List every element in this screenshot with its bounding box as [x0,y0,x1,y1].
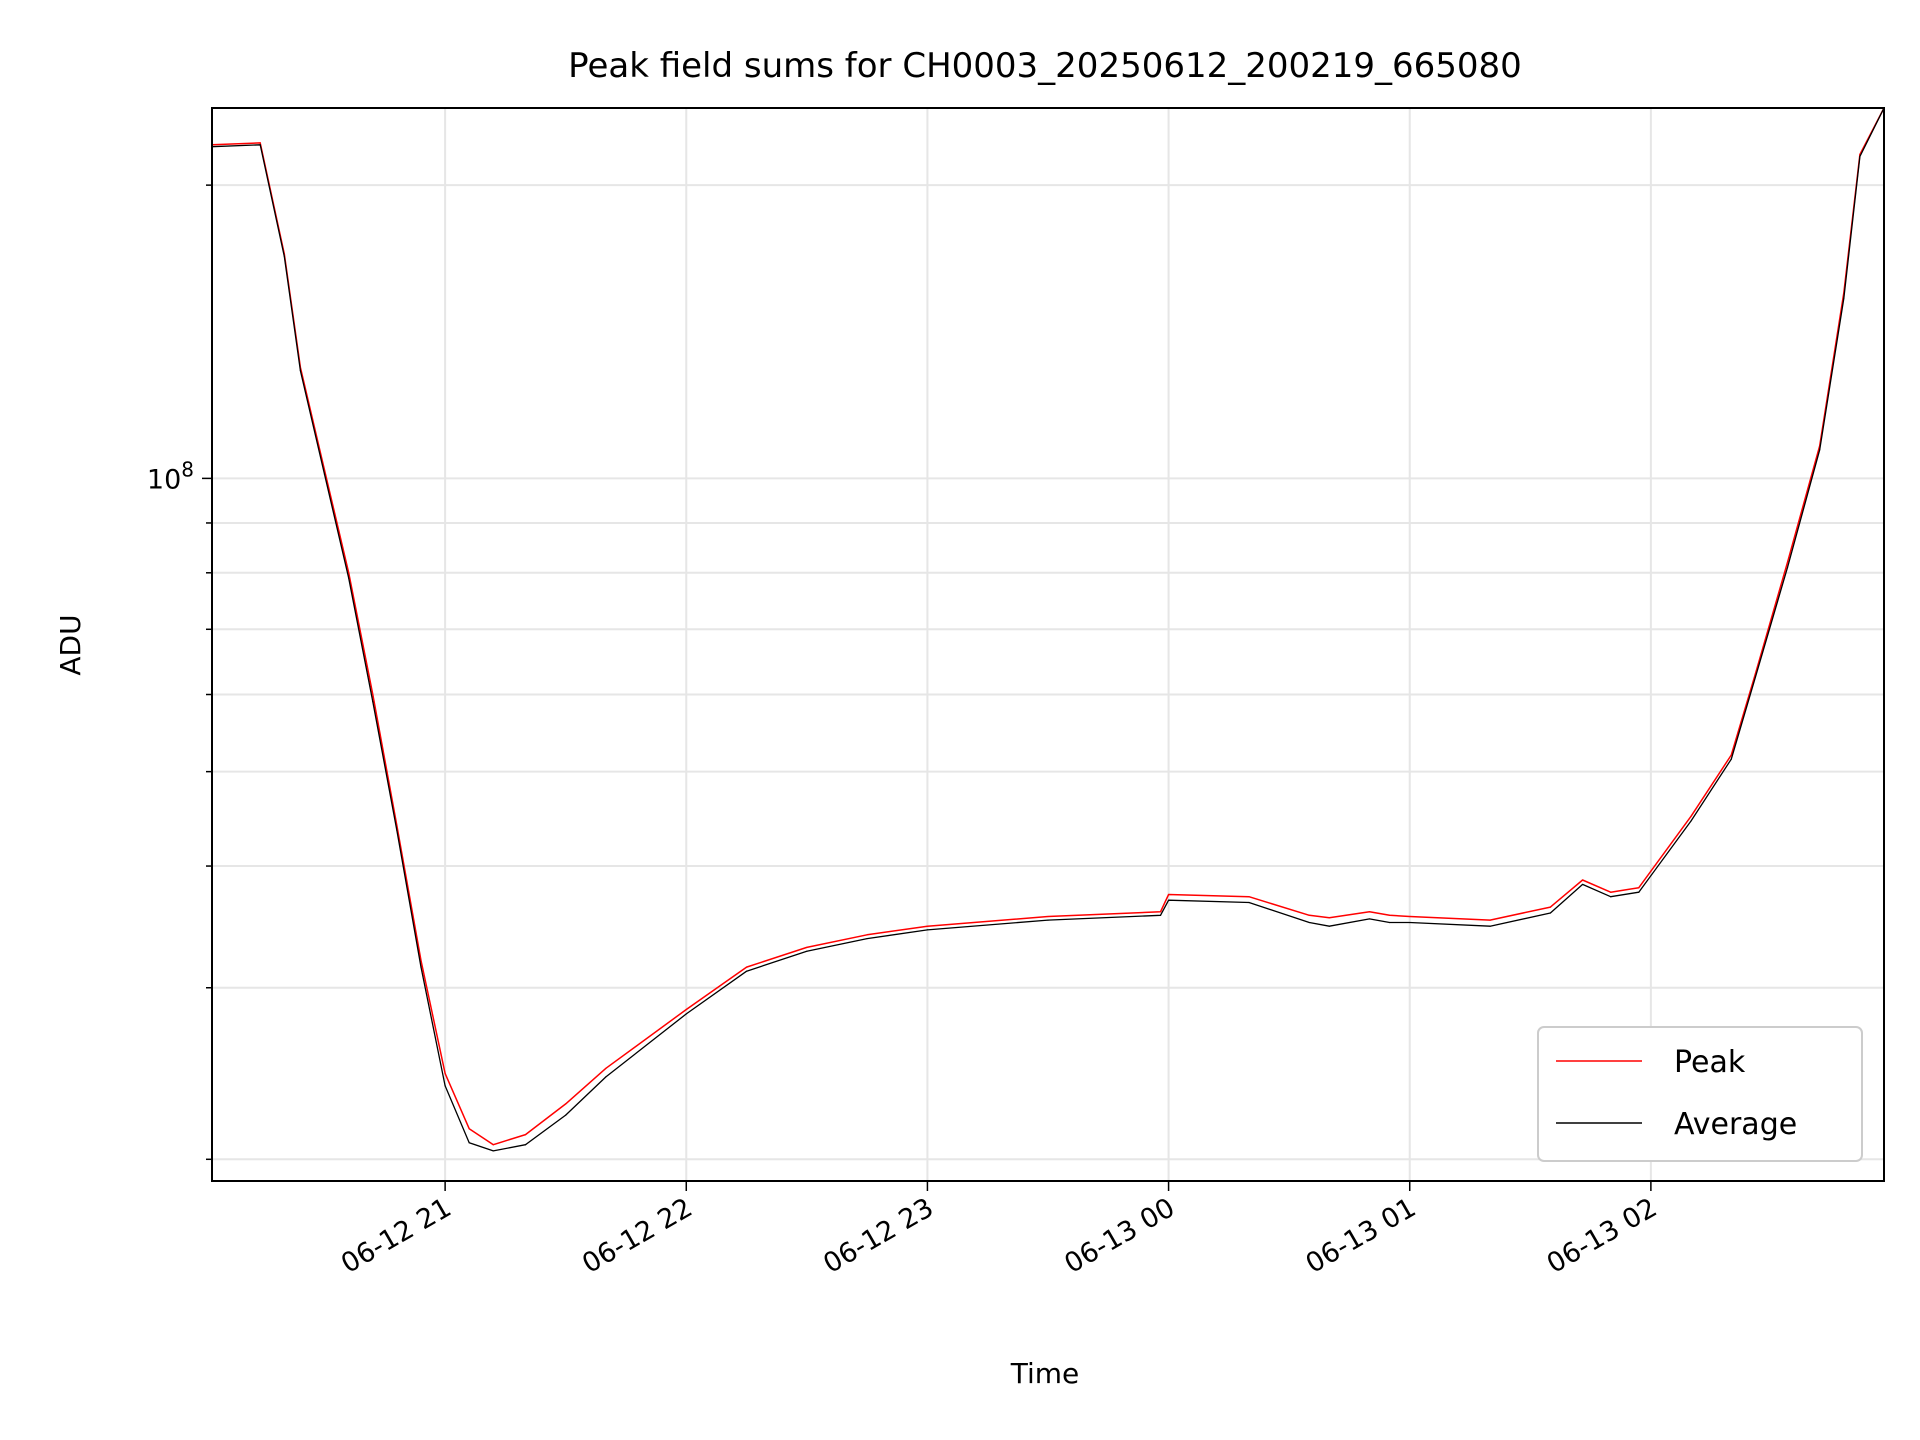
data-point [926,925,929,927]
data-point [1730,758,1732,760]
data-point [420,966,422,968]
data-point [1167,899,1170,901]
data-point [468,1142,470,1144]
legend-label-average: Average [1674,1107,1797,1142]
data-point [323,473,326,475]
data-point [1308,921,1310,924]
y-tick-label-base: 10 [147,464,181,495]
data-point [259,142,261,144]
data-point [492,1144,494,1146]
data-point [1308,914,1310,916]
data-point [420,959,422,962]
chart-title: Peak field sums for CH0003_20250612_2002… [568,46,1522,86]
data-point [745,970,748,972]
data-point [1047,919,1049,921]
legend-label-peak: Peak [1674,1045,1746,1080]
data-point [1754,676,1756,678]
data-point [605,1067,607,1069]
data-point [1690,820,1692,822]
data-point [259,144,261,146]
data-point [565,1103,567,1105]
data-point [1581,883,1584,886]
data-point [1549,906,1552,908]
x-axis-label: Time [1010,1357,1080,1390]
data-point [605,1076,607,1078]
data-point [1786,566,1789,569]
data-point [468,1128,470,1130]
plot-frame [211,107,1885,1182]
data-point [348,572,350,574]
data-point [1610,896,1612,898]
series-layer [212,108,1884,1152]
data-point [283,255,285,257]
data-point [565,1114,567,1116]
y-tick-label-exponent: 8 [181,457,194,481]
data-point [396,829,398,832]
data-point [1489,919,1491,921]
data-point [1159,911,1162,913]
data-point [806,946,808,949]
data-point [1409,915,1411,918]
data-point [1368,911,1371,913]
data-point [1167,893,1170,896]
data-point [1690,815,1692,817]
data-point [745,966,748,968]
data-point [444,1072,446,1075]
data-point [685,1008,687,1011]
data-point [1730,754,1732,756]
y-axis-label: ADU [54,614,87,675]
data-point [492,1150,494,1152]
data-point [1786,561,1789,563]
legend: Peak Average [1537,1026,1863,1162]
y-tick-label: 108 [147,457,194,495]
series-line-peak [212,108,1884,1146]
data-point [348,577,350,579]
series-line-average [212,108,1884,1152]
data-point [1489,925,1491,927]
grid [212,108,1884,1181]
data-point [1581,879,1584,881]
data-point [1843,297,1845,300]
data-point [444,1085,446,1087]
data-point [1610,891,1612,893]
data-point [1368,918,1371,920]
data-point [524,1144,527,1146]
data-point [1248,896,1250,898]
data-point [1638,891,1640,893]
data-point [1638,887,1640,889]
data-point [1328,917,1330,919]
data-point [1549,912,1552,914]
data-point [685,1013,687,1015]
data-point [1409,921,1411,924]
data-point [1819,449,1821,451]
data-point [1389,921,1391,924]
data-point [372,701,374,703]
data-point [372,693,374,696]
data-point [1159,914,1162,916]
data-point [524,1134,527,1136]
data-point [866,934,868,936]
data-point [926,929,929,931]
data-point [806,950,808,952]
data-point [866,937,868,940]
data-point [1389,914,1391,916]
data-point [299,370,302,372]
data-point [1328,925,1330,927]
y-axis-ticks: 108 [147,184,212,1161]
data-point [1859,155,1861,158]
data-point [1047,915,1049,918]
data-point [1248,901,1250,904]
